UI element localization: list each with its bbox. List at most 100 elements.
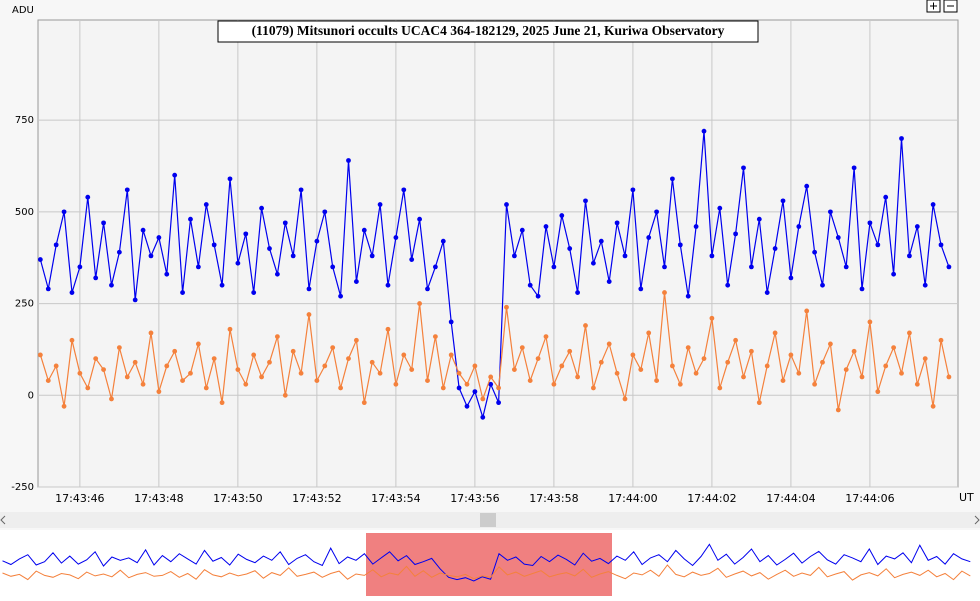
data-point (116, 345, 122, 350)
data-point (393, 381, 399, 387)
data-point (93, 275, 99, 281)
data-point (77, 370, 83, 376)
data-point (361, 400, 367, 406)
data-point (440, 385, 446, 391)
data-point (851, 165, 857, 171)
data-point (551, 381, 557, 387)
data-point (914, 224, 920, 229)
data-point (630, 187, 636, 193)
data-point (820, 359, 825, 365)
data-point (409, 257, 415, 262)
data-point (109, 396, 114, 402)
data-point (377, 202, 383, 207)
x-tick-label: 17:44:04 (766, 492, 815, 505)
data-point (132, 297, 138, 303)
scroll-thumb[interactable] (480, 513, 496, 527)
data-point (511, 253, 517, 259)
data-point (899, 370, 904, 376)
data-point (219, 400, 225, 406)
data-point (527, 282, 533, 288)
x-tick-label: 17:44:00 (608, 492, 657, 505)
data-point (85, 194, 91, 200)
data-point (377, 370, 383, 376)
data-point (37, 352, 43, 358)
data-point (211, 356, 217, 362)
data-point (172, 348, 178, 354)
data-point (733, 337, 739, 343)
data-point (851, 348, 857, 354)
data-point (685, 345, 691, 350)
data-point (227, 176, 233, 182)
data-point (551, 264, 557, 270)
data-point (440, 238, 446, 244)
data-point (677, 242, 683, 248)
scroll-right[interactable] (974, 515, 980, 525)
y-tick-label: -250 (11, 482, 34, 493)
data-point (448, 319, 454, 325)
chart-title: (11079) Mitsunori occults UCAC4 364-1821… (252, 23, 725, 38)
data-point (519, 345, 525, 350)
data-point (393, 235, 399, 240)
data-point (401, 352, 407, 358)
overview-layer (2, 543, 971, 582)
data-point (314, 238, 320, 244)
data-point (930, 403, 936, 409)
zoom-in-button[interactable] (926, 0, 941, 13)
data-point (946, 264, 952, 270)
data-point (559, 213, 565, 218)
data-point (535, 293, 541, 299)
data-point (53, 242, 59, 248)
data-point (559, 363, 565, 369)
data-point (749, 264, 754, 270)
data-point (622, 396, 628, 402)
data-point (899, 136, 904, 141)
data-point (946, 374, 952, 380)
data-point (614, 370, 620, 376)
data-point (203, 202, 209, 207)
zoom-out-button[interactable] (943, 0, 958, 13)
data-point (772, 330, 778, 336)
data-point (116, 249, 122, 255)
data-point (164, 363, 170, 369)
data-point (69, 337, 75, 343)
scroll-left[interactable] (0, 515, 6, 525)
data-point (195, 264, 201, 270)
data-point (267, 359, 272, 365)
overview-line (2, 564, 971, 581)
data-point (804, 308, 810, 314)
data-point (488, 374, 494, 380)
data-point (456, 370, 462, 376)
data-point (922, 356, 928, 362)
x-axis-unit: UT (959, 491, 974, 504)
data-point (543, 224, 549, 229)
overview-window[interactable] (366, 533, 612, 596)
data-point (472, 363, 478, 369)
data-point (567, 246, 573, 251)
data-point (772, 246, 778, 251)
grid (38, 20, 958, 488)
data-point (654, 209, 660, 215)
data-point (654, 378, 660, 384)
data-point (828, 209, 833, 215)
data-point (464, 381, 470, 387)
data-point (53, 363, 59, 369)
data-point (749, 348, 754, 354)
data-point (338, 293, 343, 299)
data-point (709, 253, 715, 259)
data-point (346, 356, 351, 362)
data-point (725, 282, 731, 288)
data-point (693, 224, 699, 229)
data-point (409, 367, 415, 373)
data-point (590, 385, 596, 391)
data-point (140, 227, 146, 233)
data-point (274, 334, 280, 339)
data-point (677, 381, 683, 387)
data-point (464, 403, 470, 409)
plot-area (37, 19, 959, 488)
data-point (662, 264, 667, 270)
data-point (725, 359, 731, 365)
data-point (638, 286, 644, 292)
data-point (124, 187, 130, 193)
data-point (330, 264, 336, 270)
